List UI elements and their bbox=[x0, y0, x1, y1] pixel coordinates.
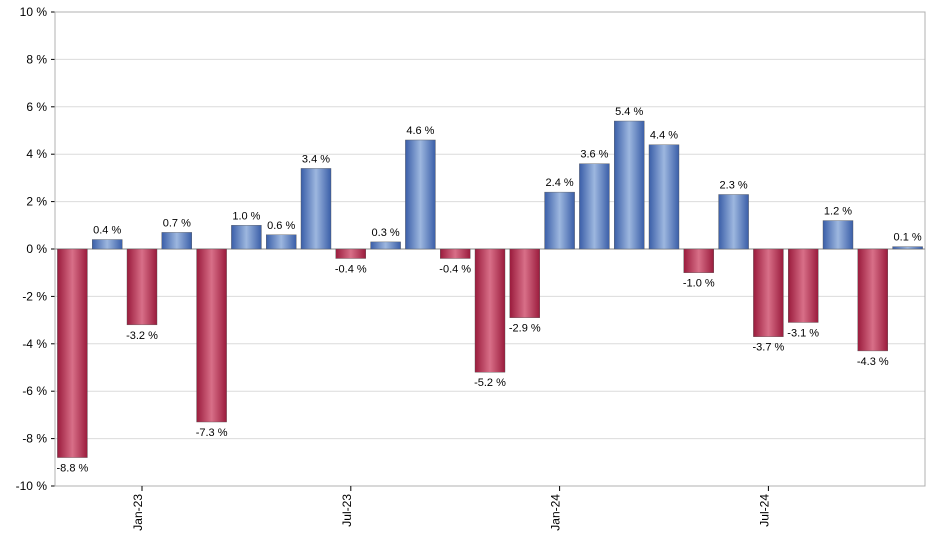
x-tick-label: Jan-24 bbox=[549, 494, 563, 531]
y-tick-label: 10 % bbox=[20, 5, 48, 19]
bar bbox=[475, 249, 505, 372]
y-tick-label: -8 % bbox=[22, 432, 47, 446]
bar bbox=[197, 249, 227, 422]
y-tick-label: -2 % bbox=[22, 289, 47, 303]
bar bbox=[510, 249, 540, 318]
bar-value-label: -4.3 % bbox=[857, 356, 889, 368]
bar-value-label: 0.4 % bbox=[93, 225, 121, 237]
bar-value-label: 1.2 % bbox=[824, 206, 852, 218]
y-tick-label: 0 % bbox=[26, 242, 47, 256]
bar-value-label: -0.4 % bbox=[439, 263, 471, 275]
bar-value-label: 0.6 % bbox=[267, 220, 295, 232]
bar-value-label: 4.6 % bbox=[406, 125, 434, 137]
bar-value-label: 5.4 % bbox=[615, 106, 643, 118]
bar-value-label: -0.4 % bbox=[335, 263, 367, 275]
y-tick-label: -4 % bbox=[22, 337, 47, 351]
bar bbox=[719, 194, 749, 249]
bar bbox=[336, 249, 366, 258]
bar-value-label: -3.7 % bbox=[753, 342, 785, 354]
x-tick-label: Jul-24 bbox=[757, 494, 771, 527]
bar-value-label: -1.0 % bbox=[683, 278, 715, 290]
bar-value-label: 0.1 % bbox=[894, 232, 922, 244]
bar-value-label: 0.3 % bbox=[372, 227, 400, 239]
bar bbox=[92, 240, 122, 249]
bar bbox=[301, 168, 331, 249]
bar-value-label: 1.0 % bbox=[232, 210, 260, 222]
bar bbox=[545, 192, 575, 249]
bar bbox=[614, 121, 644, 249]
bar bbox=[371, 242, 401, 249]
bar bbox=[440, 249, 470, 258]
bar bbox=[405, 140, 435, 249]
bar bbox=[266, 235, 296, 249]
bar bbox=[231, 225, 261, 249]
bar bbox=[579, 164, 609, 249]
y-tick-label: 2 % bbox=[26, 195, 47, 209]
bar-value-label: 2.4 % bbox=[546, 177, 574, 189]
y-tick-label: 8 % bbox=[26, 52, 47, 66]
bar-value-label: -5.2 % bbox=[474, 377, 506, 389]
y-tick-label: -10 % bbox=[16, 479, 48, 493]
bar-value-label: -8.8 % bbox=[57, 463, 89, 475]
bar bbox=[684, 249, 714, 273]
bar bbox=[649, 145, 679, 249]
y-tick-label: 6 % bbox=[26, 100, 47, 114]
bar-value-label: -2.9 % bbox=[509, 323, 541, 335]
bar-value-label: -3.2 % bbox=[126, 330, 158, 342]
bar bbox=[788, 249, 818, 322]
y-tick-label: 4 % bbox=[26, 147, 47, 161]
bar bbox=[893, 247, 923, 249]
bar bbox=[57, 249, 87, 458]
bar bbox=[127, 249, 157, 325]
bar-value-label: 0.7 % bbox=[163, 217, 191, 229]
x-tick-label: Jan-23 bbox=[131, 494, 145, 531]
bar-value-label: 4.4 % bbox=[650, 130, 678, 142]
x-tick-label: Jul-23 bbox=[340, 494, 354, 527]
bar bbox=[858, 249, 888, 351]
bar-value-label: -3.1 % bbox=[787, 327, 819, 339]
bar-value-label: 3.4 % bbox=[302, 153, 330, 165]
bar-value-label: 2.3 % bbox=[720, 179, 748, 191]
bar bbox=[753, 249, 783, 337]
bar bbox=[162, 232, 192, 249]
bar-value-label: -7.3 % bbox=[196, 427, 228, 439]
bar bbox=[823, 221, 853, 249]
bar-value-label: 3.6 % bbox=[580, 149, 608, 161]
y-tick-label: -6 % bbox=[22, 384, 47, 398]
bar-chart: -10 % -8 % -6 % -4 % -2 % 0 % 2 % 4 % 6 % 8 % 10 %… bbox=[0, 0, 940, 550]
